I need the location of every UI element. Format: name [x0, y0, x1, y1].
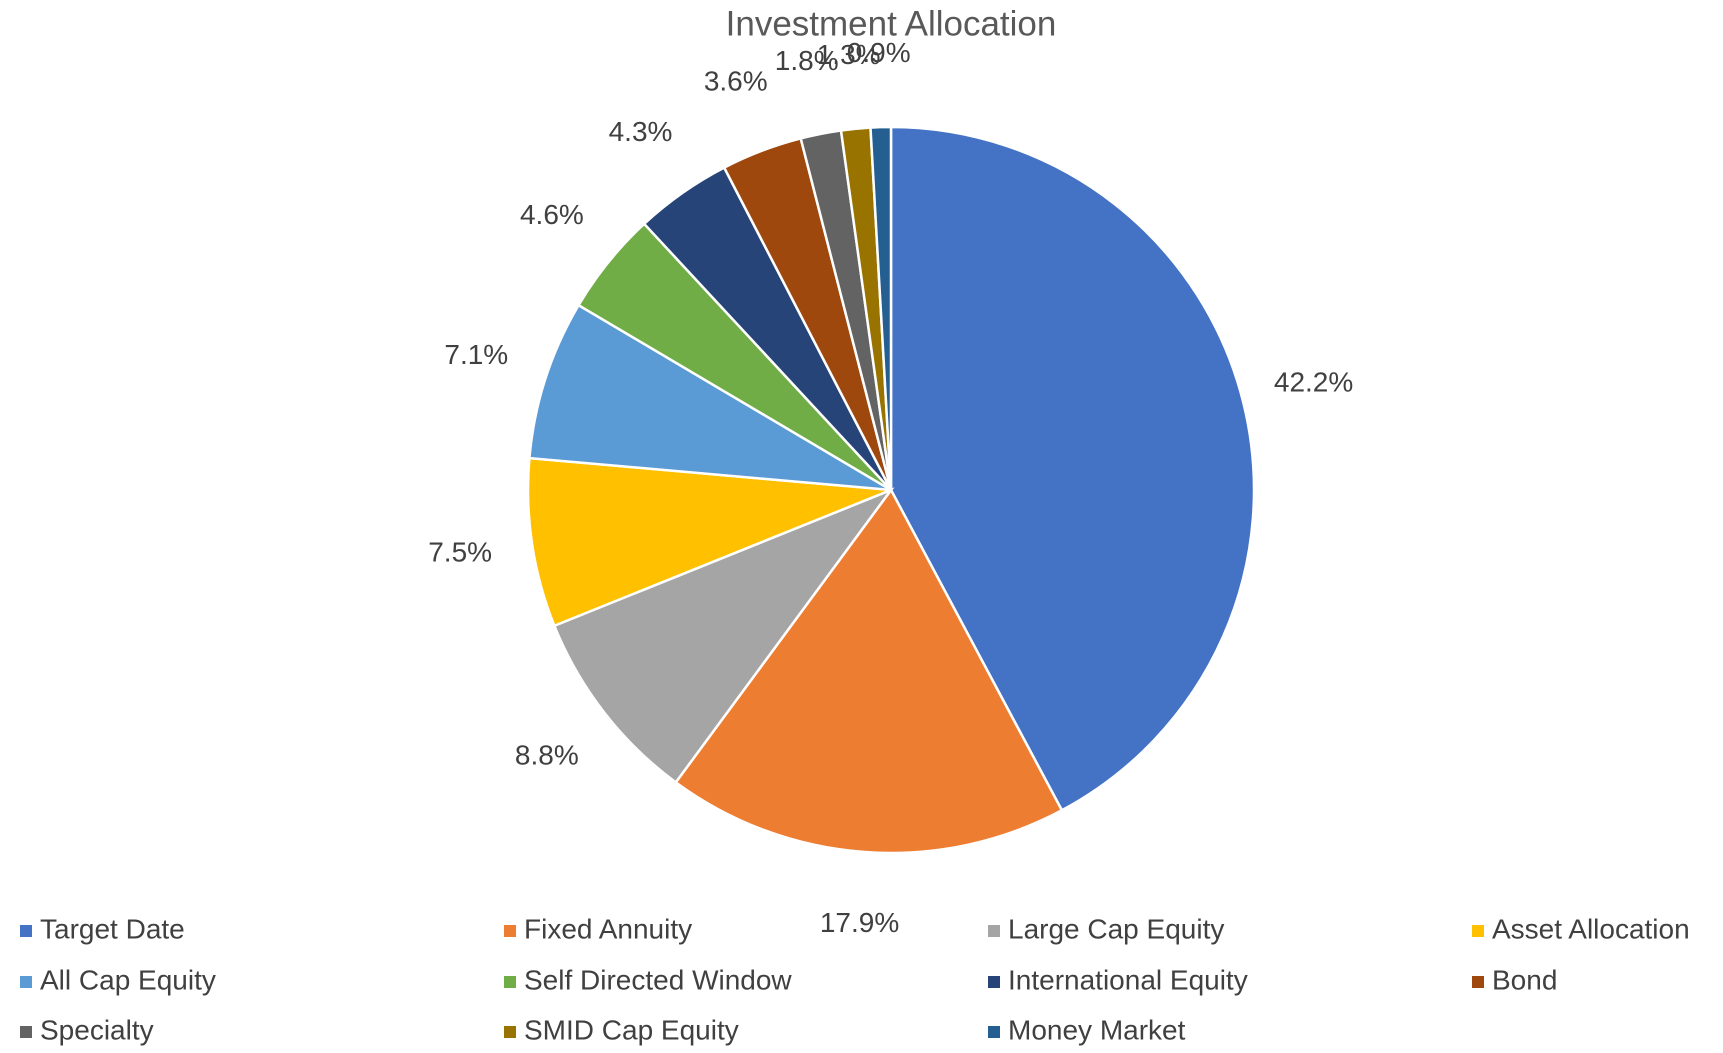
legend-swatch	[504, 925, 516, 937]
pie-slice	[674, 487, 1064, 855]
data-label: 3.6%	[704, 65, 768, 96]
data-label: 1.8%	[775, 45, 839, 76]
legend-swatch	[988, 925, 1000, 937]
pie-slice	[869, 125, 893, 491]
data-label: 17.9%	[820, 907, 899, 938]
pie-slice	[552, 487, 895, 785]
legend-label: SMID Cap Equity	[524, 1014, 739, 1045]
legend-label: Target Date	[40, 913, 185, 944]
legend-swatch	[1472, 976, 1484, 988]
data-label: 42.2%	[1274, 367, 1353, 398]
legend-swatch	[988, 1026, 1000, 1038]
legend-label: Asset Allocation	[1492, 913, 1690, 944]
legend-swatch	[20, 976, 32, 988]
data-label: 1.3%	[817, 39, 881, 70]
data-label: 8.8%	[515, 739, 579, 770]
data-label: 0.9%	[847, 37, 911, 68]
legend-label: All Cap Equity	[40, 964, 216, 995]
legend-swatch	[20, 1026, 32, 1038]
pie-slice	[526, 456, 892, 628]
legend-label: Money Market	[1008, 1014, 1186, 1045]
data-label: 4.3%	[609, 116, 673, 147]
pie-slice	[889, 125, 1256, 812]
pie-slice	[528, 303, 892, 492]
legend-swatch	[504, 976, 516, 988]
data-label: 7.5%	[428, 536, 492, 567]
data-label: 4.6%	[520, 199, 584, 230]
legend-swatch	[504, 1026, 516, 1038]
legend-swatch	[1472, 925, 1484, 937]
legend-label: Self Directed Window	[524, 964, 792, 995]
data-label: 7.1%	[444, 339, 508, 370]
legend-label: Specialty	[40, 1014, 154, 1045]
legend-label: Fixed Annuity	[524, 913, 692, 944]
legend-label: Large Cap Equity	[1008, 913, 1224, 944]
legend-swatch	[988, 976, 1000, 988]
legend-swatch	[20, 925, 32, 937]
chart-title: Investment Allocation	[726, 4, 1057, 43]
legend-label: International Equity	[1008, 964, 1248, 995]
legend-label: Bond	[1492, 964, 1557, 995]
